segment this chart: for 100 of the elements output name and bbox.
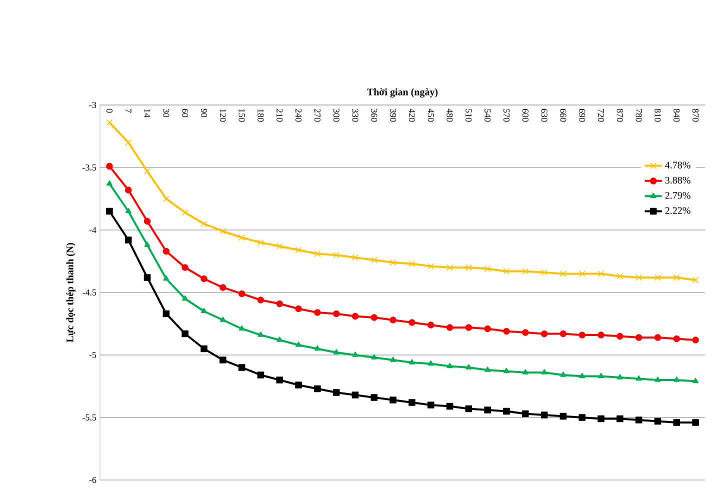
point: [616, 374, 623, 380]
x-tick-label: 390: [390, 108, 396, 122]
point: [220, 228, 226, 234]
point: [124, 236, 132, 244]
point: [598, 270, 604, 277]
point: [390, 396, 396, 404]
x-tick-label: 600: [522, 108, 528, 122]
point: [219, 356, 226, 364]
x-tick-label: 240: [295, 108, 302, 122]
point: [484, 366, 491, 372]
point: [200, 308, 207, 314]
point: [522, 369, 528, 374]
point: [106, 180, 112, 186]
point: [578, 414, 586, 421]
y-axis-title: Lực dọc thép thanh (N): [66, 243, 76, 342]
point: [295, 382, 302, 388]
point: [370, 256, 378, 264]
y-tick-label: -4.5: [82, 289, 96, 296]
point: [163, 275, 170, 281]
x-tick-label: 810: [654, 108, 661, 122]
point: [428, 360, 434, 366]
x-tick-label: 7: [125, 109, 132, 113]
point: [276, 376, 284, 384]
x-tick-label: 570: [503, 109, 510, 122]
point: [654, 418, 662, 425]
point: [106, 162, 113, 170]
point: [144, 274, 151, 281]
x-tick-label: 360: [371, 108, 378, 122]
point: [106, 208, 113, 215]
x-tick-label: 510: [466, 109, 472, 122]
x-tick-label: 210: [276, 108, 283, 122]
x-tick-label: 450: [428, 108, 434, 122]
point: [673, 274, 680, 281]
point: [427, 322, 434, 328]
point: [257, 372, 264, 378]
point: [296, 342, 302, 347]
x-tick-label: 30: [163, 108, 170, 118]
x-tick-label: 540: [484, 109, 491, 122]
legend-label: 2.79%: [665, 192, 690, 199]
point: [219, 284, 226, 291]
point: [125, 139, 132, 146]
x-tick-label: 150: [238, 109, 245, 122]
point: [578, 270, 586, 277]
point: [465, 264, 472, 271]
point: [162, 248, 170, 255]
legend-label: 3.88%: [665, 176, 690, 184]
point: [106, 119, 113, 126]
point: [692, 419, 699, 426]
x-tick-label: 90: [200, 108, 208, 118]
point: [238, 234, 246, 241]
point: [692, 336, 699, 344]
point: [162, 196, 170, 202]
point: [560, 270, 566, 277]
point: [352, 352, 358, 357]
x-tick-label: 14: [144, 109, 150, 118]
point: [466, 364, 472, 370]
point: [503, 368, 510, 374]
point: [465, 324, 472, 331]
y-tick-label: -6: [89, 476, 96, 484]
point: [295, 246, 302, 254]
x-axis-title: Thời gian (ngày): [367, 88, 438, 98]
point: [390, 316, 396, 324]
point: [314, 385, 321, 392]
point: [200, 220, 208, 227]
point: [446, 324, 454, 331]
point: [390, 356, 396, 362]
point: [503, 268, 510, 274]
point: [673, 419, 680, 426]
y-tick-label: -5: [89, 352, 96, 358]
point: [314, 250, 321, 257]
x-tick-label: 660: [560, 108, 566, 122]
point: [635, 334, 642, 341]
point: [238, 290, 246, 298]
point: [560, 372, 566, 377]
point: [522, 329, 529, 336]
x-tick-label: 0: [106, 108, 112, 113]
point: [541, 269, 548, 276]
legend-label: 4.78%: [665, 162, 690, 168]
point: [276, 300, 284, 308]
point: [314, 309, 321, 316]
y-tick-label: -3: [89, 102, 96, 108]
point: [370, 394, 378, 401]
point: [636, 274, 642, 281]
point: [276, 336, 283, 342]
point: [144, 218, 151, 225]
point: [446, 264, 453, 271]
x-tick-label: 720: [598, 109, 604, 122]
point: [654, 376, 661, 382]
point: [408, 399, 416, 406]
x-tick-label: 270: [314, 108, 320, 122]
point: [200, 275, 208, 282]
x-tick-label: 300: [333, 108, 340, 122]
point: [616, 332, 624, 340]
point: [616, 273, 624, 280]
point: [125, 208, 132, 214]
point: [654, 274, 661, 281]
point: [408, 260, 416, 267]
point: [635, 416, 642, 424]
point: [674, 376, 680, 382]
point: [446, 402, 454, 410]
